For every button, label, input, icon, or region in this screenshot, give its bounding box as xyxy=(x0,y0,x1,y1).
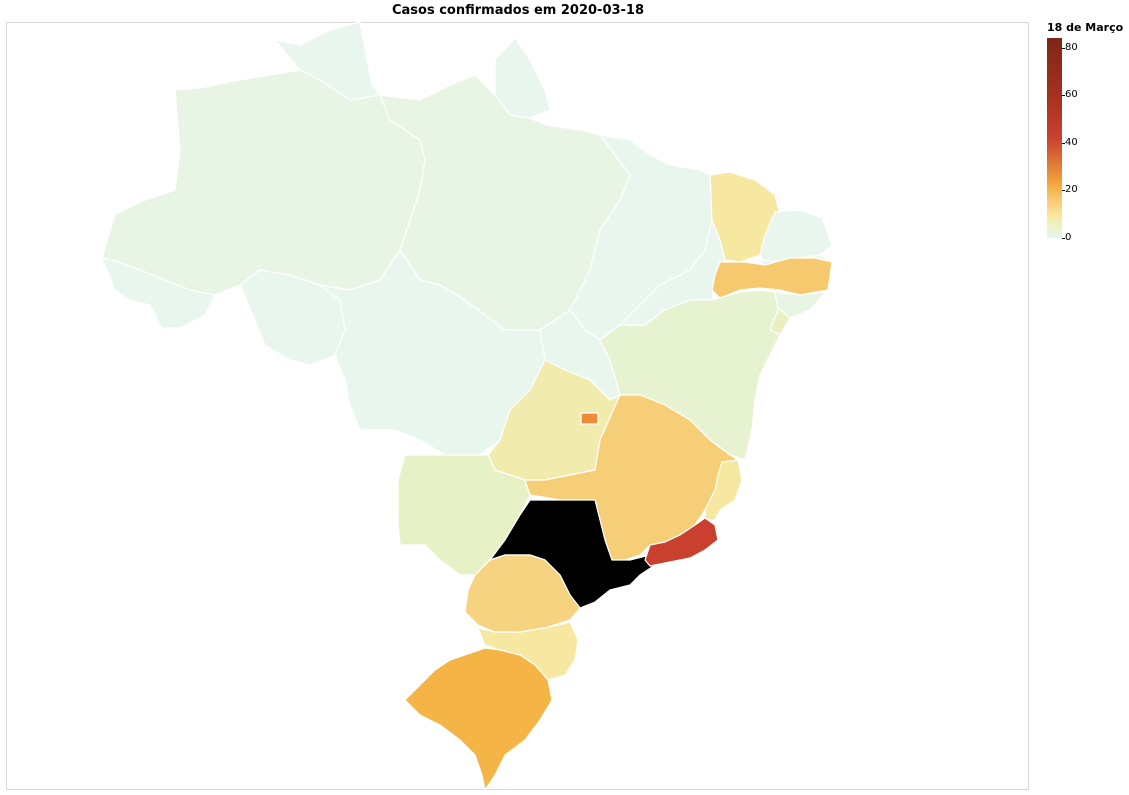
legend-tick-label: 20 xyxy=(1062,184,1078,196)
page-title: Casos confirmados em 2020-03-18 xyxy=(391,3,645,18)
legend-tick-label: 80 xyxy=(1062,41,1078,53)
state-RR xyxy=(274,21,381,101)
state-AM xyxy=(101,69,426,296)
state-DF xyxy=(580,412,599,425)
state-ES xyxy=(704,459,743,521)
legend-tick-label: 60 xyxy=(1062,89,1078,101)
state-MG xyxy=(524,394,739,561)
legend-tick-label: 0 xyxy=(1061,232,1072,243)
state-RS xyxy=(404,647,553,791)
legend-color-bar xyxy=(1047,38,1062,238)
legend-tick-label: 40 xyxy=(1062,136,1078,148)
map-frame xyxy=(6,22,1029,790)
state-PR xyxy=(464,554,581,633)
legend-title: 18 de Março xyxy=(1047,21,1124,34)
state-AC xyxy=(101,257,216,329)
state-RJ xyxy=(644,517,719,567)
